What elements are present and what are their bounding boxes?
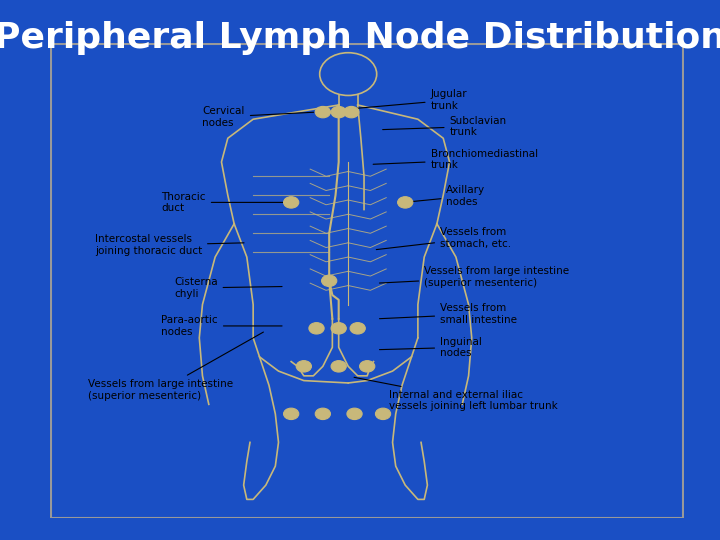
Text: Cisterna
chyli: Cisterna chyli bbox=[174, 277, 282, 299]
Circle shape bbox=[284, 197, 299, 208]
Circle shape bbox=[343, 106, 359, 118]
Circle shape bbox=[350, 322, 365, 334]
Circle shape bbox=[397, 197, 413, 208]
Text: Inguinal
nodes: Inguinal nodes bbox=[379, 336, 482, 358]
Text: Thoracic
duct: Thoracic duct bbox=[161, 192, 285, 213]
Circle shape bbox=[331, 106, 346, 118]
Text: Para-aortic
nodes: Para-aortic nodes bbox=[161, 315, 282, 337]
Text: Axillary
nodes: Axillary nodes bbox=[411, 185, 485, 207]
Text: Intercostal vessels
joining thoracic duct: Intercostal vessels joining thoracic duc… bbox=[95, 234, 244, 256]
Text: Bronchiomediastinal
trunk: Bronchiomediastinal trunk bbox=[373, 149, 538, 171]
Circle shape bbox=[315, 408, 330, 420]
Circle shape bbox=[359, 361, 375, 372]
Text: Cervical
nodes: Cervical nodes bbox=[202, 106, 314, 127]
Text: Vessels from
stomach, etc.: Vessels from stomach, etc. bbox=[377, 227, 511, 249]
Circle shape bbox=[322, 275, 337, 287]
Circle shape bbox=[309, 322, 324, 334]
Circle shape bbox=[296, 361, 312, 372]
Circle shape bbox=[315, 106, 330, 118]
Text: Vessels from
small intestine: Vessels from small intestine bbox=[379, 303, 517, 325]
Circle shape bbox=[331, 322, 346, 334]
Text: Internal and external iliac
vessels joining left lumbar trunk: Internal and external iliac vessels join… bbox=[354, 377, 558, 411]
Circle shape bbox=[375, 408, 391, 420]
Circle shape bbox=[331, 361, 346, 372]
Text: Subclavian
trunk: Subclavian trunk bbox=[382, 116, 507, 137]
Text: Vessels from large intestine
(superior mesenteric): Vessels from large intestine (superior m… bbox=[89, 332, 264, 401]
Text: Peripheral Lymph Node Distribution: Peripheral Lymph Node Distribution bbox=[0, 21, 720, 55]
Text: Jugular
trunk: Jugular trunk bbox=[354, 90, 467, 111]
Text: Vessels from large intestine
(superior mesenteric): Vessels from large intestine (superior m… bbox=[379, 266, 570, 288]
Circle shape bbox=[347, 408, 362, 420]
Circle shape bbox=[284, 408, 299, 420]
